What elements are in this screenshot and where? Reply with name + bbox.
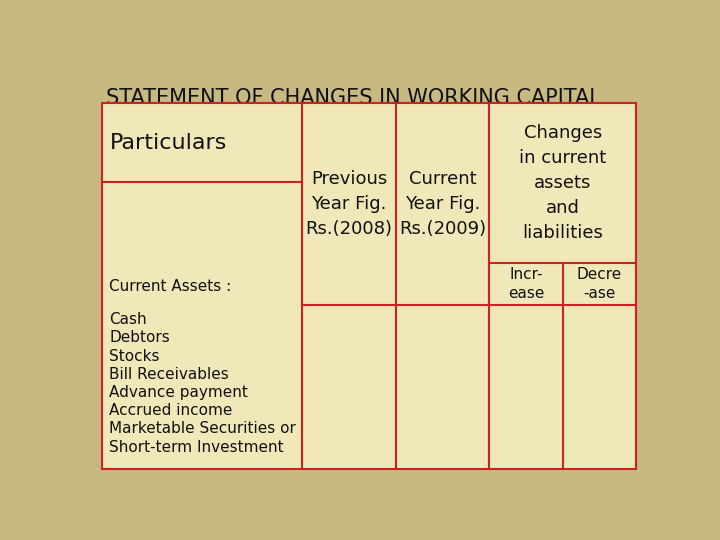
Text: Incr-
ease: Incr- ease (508, 267, 544, 301)
Text: Advance payment: Advance payment (109, 385, 248, 400)
Text: Cash: Cash (109, 312, 147, 327)
Text: Current
Year Fig.
Rs.(2009): Current Year Fig. Rs.(2009) (399, 170, 486, 238)
Text: Bill Receivables: Bill Receivables (109, 367, 229, 382)
Text: Marketable Securities or: Marketable Securities or (109, 421, 296, 436)
Text: Short-term Investment: Short-term Investment (109, 440, 284, 455)
Bar (102, 103, 636, 469)
Text: Previous
Year Fig.
Rs.(2008): Previous Year Fig. Rs.(2008) (305, 170, 392, 238)
Text: Decre
-ase: Decre -ase (577, 267, 622, 301)
Text: Debtors: Debtors (109, 330, 170, 346)
Text: Particulars: Particulars (109, 132, 227, 153)
Text: Accrued income: Accrued income (109, 403, 233, 418)
Text: Stocks: Stocks (109, 348, 160, 363)
Text: Changes
in current
assets
and
liabilities: Changes in current assets and liabilitie… (519, 124, 606, 242)
Bar (102, 103, 636, 469)
Text: Current Assets :: Current Assets : (109, 279, 232, 294)
Text: STATEMENT OF CHANGES IN WORKING CAPITAL: STATEMENT OF CHANGES IN WORKING CAPITAL (106, 88, 600, 108)
